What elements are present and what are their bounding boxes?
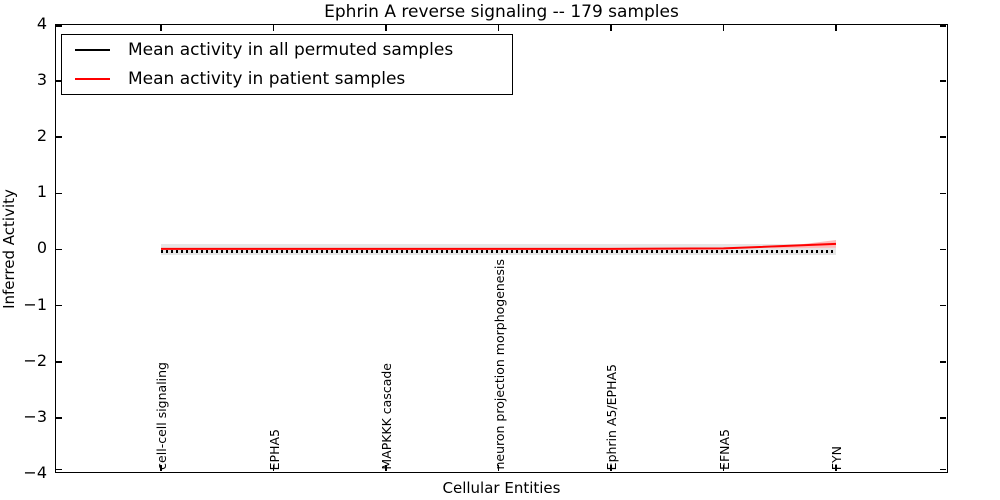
axis-tick-mark	[940, 25, 946, 27]
axis-tick-mark	[160, 465, 162, 471]
axis-tick-mark	[385, 465, 387, 471]
legend-item-permuted: Mean activity in all permuted samples	[62, 36, 512, 65]
axis-tick-mark	[722, 465, 725, 471]
axis-tick-mark	[497, 465, 500, 471]
axis-tick-mark	[56, 304, 62, 307]
axis-tick-mark	[56, 136, 62, 138]
ytick-label-neg2: −2	[23, 351, 47, 370]
axis-tick-mark	[160, 25, 162, 31]
axis-tick-mark	[940, 80, 946, 82]
axis-tick-mark	[385, 25, 387, 31]
ytick-label-1: 1	[36, 182, 47, 201]
axis-tick-mark	[940, 136, 946, 138]
legend-label-patient: Mean activity in patient samples	[128, 68, 406, 89]
ytick-label-3: 3	[36, 70, 47, 89]
legend-line-patient-swatch	[75, 77, 110, 80]
patient-line-layer	[161, 240, 837, 250]
legend-line-permuted-swatch	[75, 48, 110, 51]
axis-tick-mark	[940, 304, 946, 307]
ytick-label-2: 2	[36, 126, 47, 145]
axis-tick-mark	[835, 465, 837, 471]
axis-tick-mark	[56, 248, 62, 251]
axis-tick-mark	[497, 25, 500, 31]
legend-label-permuted: Mean activity in all permuted samples	[128, 39, 454, 60]
axis-tick-mark	[56, 468, 62, 471]
ytick-label-4: 4	[36, 14, 47, 33]
axis-tick-mark	[56, 80, 62, 82]
ytick-label-neg3: −3	[23, 407, 47, 426]
ytick-label-neg4: −4	[23, 463, 47, 482]
axis-tick-mark	[610, 465, 612, 471]
axis-tick-mark	[940, 361, 946, 363]
chart-title: Ephrin A reverse signaling -- 179 sample…	[324, 2, 679, 22]
axis-tick-mark	[56, 192, 62, 195]
ytick-label-0: 0	[36, 238, 47, 257]
legend: Mean activity in all permuted samples Me…	[61, 34, 513, 95]
patient-mean-line	[161, 242, 837, 250]
axis-tick-mark	[56, 361, 62, 363]
axis-tick-mark	[722, 25, 725, 31]
axis-tick-mark	[56, 417, 62, 419]
axis-tick-mark	[56, 25, 62, 27]
legend-item-patient: Mean activity in patient samples	[62, 65, 512, 94]
axis-tick-mark	[610, 25, 612, 31]
ytick-label-neg1: −1	[23, 295, 47, 314]
x-axis-label: Cellular Entities	[442, 479, 561, 497]
axis-tick-mark	[272, 25, 275, 31]
plot-area: cell-cell signaling EPHA5 MAPKKK cascade…	[55, 24, 948, 473]
patient-band-wedge	[768, 240, 836, 249]
axis-tick-mark	[940, 192, 946, 195]
axis-tick-mark	[940, 468, 946, 471]
axis-tick-mark	[835, 25, 837, 31]
axis-tick-mark	[940, 248, 946, 251]
permuted-mean-line	[161, 250, 836, 253]
axis-tick-mark	[272, 465, 275, 471]
axis-tick-mark	[940, 417, 946, 419]
